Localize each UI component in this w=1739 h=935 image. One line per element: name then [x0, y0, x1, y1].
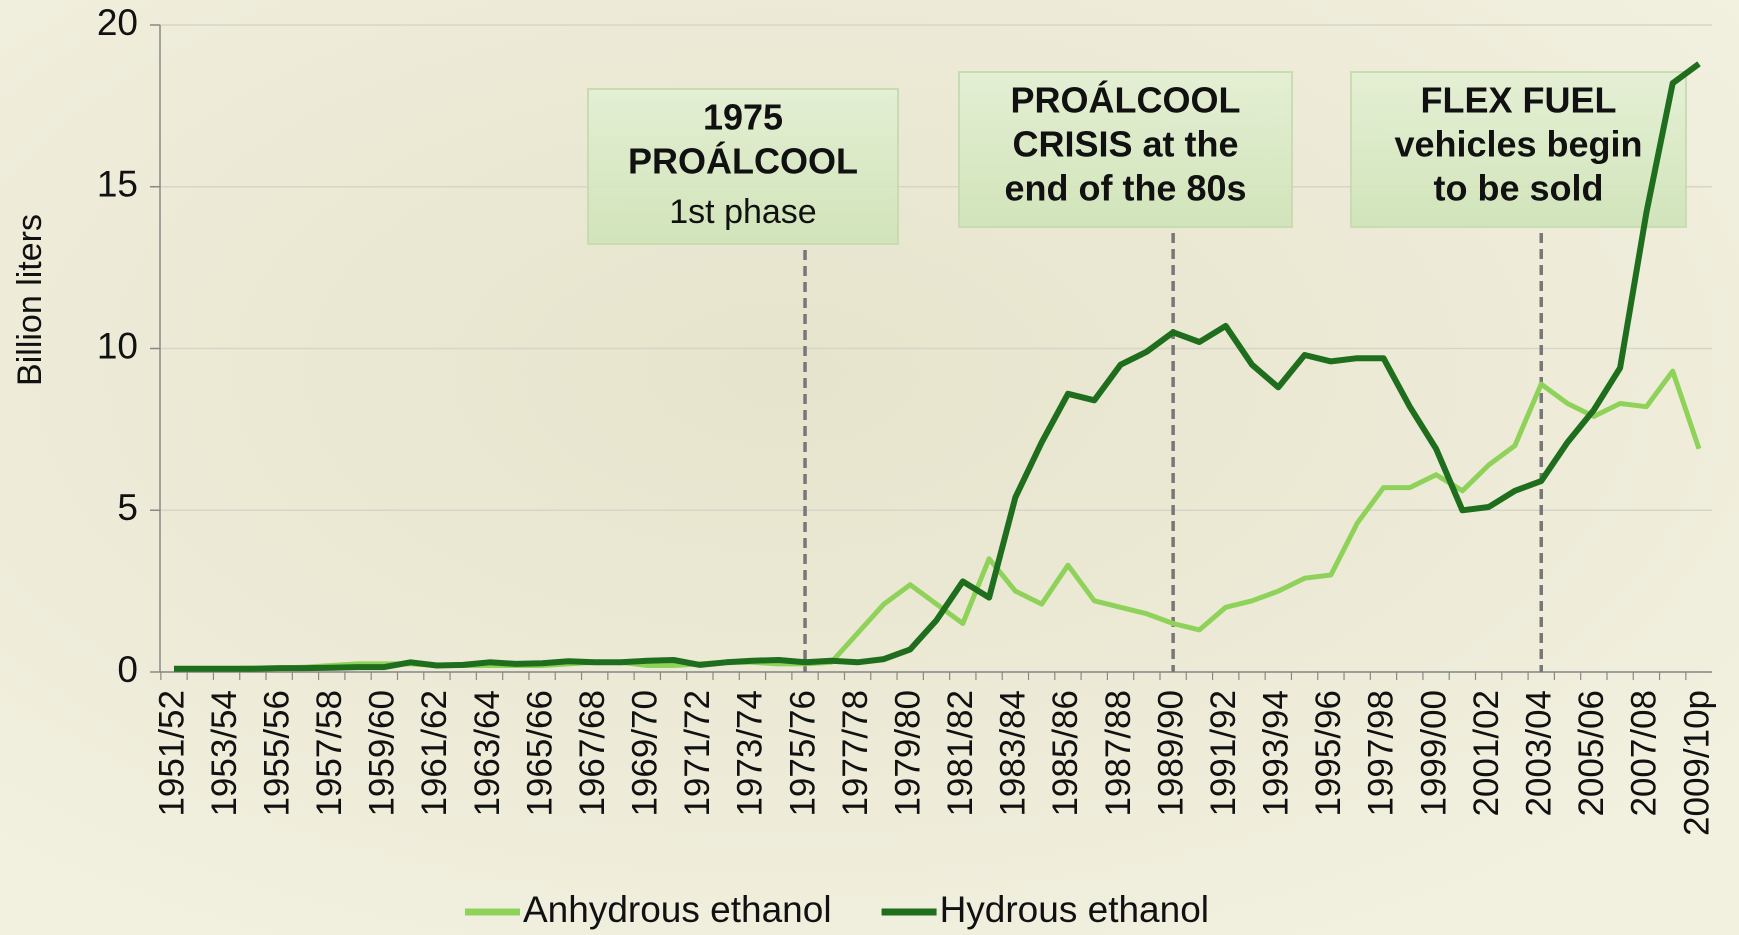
annotation-text: to be sold [1434, 168, 1604, 209]
x-tick-label: 1965/66 [520, 690, 559, 817]
x-tick-label: 1983/84 [994, 690, 1033, 817]
legend-label: Hydrous ethanol [940, 889, 1209, 930]
x-tick-label: 1951/52 [152, 690, 191, 817]
x-tick-label: 1989/90 [1151, 690, 1190, 817]
annotation-text: PROÁLCOOL [1011, 80, 1241, 121]
x-tick-label: 1957/58 [310, 690, 349, 817]
x-tick-label: 1961/62 [415, 690, 454, 817]
x-tick-label: 1987/88 [1099, 690, 1138, 817]
y-tick-label: 0 [117, 649, 138, 690]
y-tick-label: 20 [97, 2, 138, 43]
annotation-text: vehicles begin [1394, 124, 1642, 165]
x-tick-label: 1993/94 [1257, 690, 1296, 817]
x-tick-label: 1953/54 [205, 690, 244, 817]
annotation-text: CRISIS at the [1012, 124, 1238, 165]
x-tick-label: 1981/82 [941, 690, 980, 817]
x-tick-label: 1979/80 [888, 690, 927, 817]
x-tick-label: 1967/68 [573, 690, 612, 817]
x-tick-label: 1969/70 [626, 690, 665, 817]
annotation-text: end of the 80s [1004, 168, 1246, 209]
chart: Billion liters 0 5 10 15 20 1951/52 1953/54 195… [0, 0, 1739, 935]
y-tick-label: 10 [97, 325, 138, 366]
y-tick-label: 15 [97, 164, 138, 205]
x-tick-label: 2001/02 [1467, 690, 1506, 817]
x-tick-label: 1997/98 [1362, 690, 1401, 817]
annotation-text: 1st phase [669, 193, 816, 231]
x-tick-label: 2003/04 [1519, 690, 1558, 817]
y-axis-title: Billion liters [11, 214, 49, 386]
x-tick-label: 2009/10p [1677, 690, 1716, 836]
annotation-text: PROÁLCOOL [628, 141, 858, 182]
annotation-text: FLEX FUEL [1421, 80, 1617, 121]
x-tick-label: 1971/72 [678, 690, 717, 817]
x-tick-label: 1963/64 [468, 690, 507, 817]
x-tick-label: 1985/86 [1046, 690, 1085, 817]
x-tick-label: 1975/76 [783, 690, 822, 817]
x-tick-label: 1955/56 [257, 690, 296, 817]
x-tick-label: 1999/00 [1414, 690, 1453, 817]
x-tick-label: 2007/08 [1625, 690, 1664, 817]
x-tick-label: 1959/60 [363, 690, 402, 817]
x-tick-label: 1977/78 [836, 690, 875, 817]
y-tick-label: 5 [117, 487, 138, 528]
x-tick-label: 1995/96 [1309, 690, 1348, 817]
x-tick-label: 1991/92 [1204, 690, 1243, 817]
page: Billion liters 0 5 10 15 20 1951/52 1953/54 195… [0, 0, 1739, 935]
x-tick-label: 1973/74 [731, 690, 770, 817]
annotation-text: 1975 [703, 97, 783, 138]
x-tick-label: 2005/06 [1572, 690, 1611, 817]
legend-label: Anhydrous ethanol [523, 889, 832, 930]
